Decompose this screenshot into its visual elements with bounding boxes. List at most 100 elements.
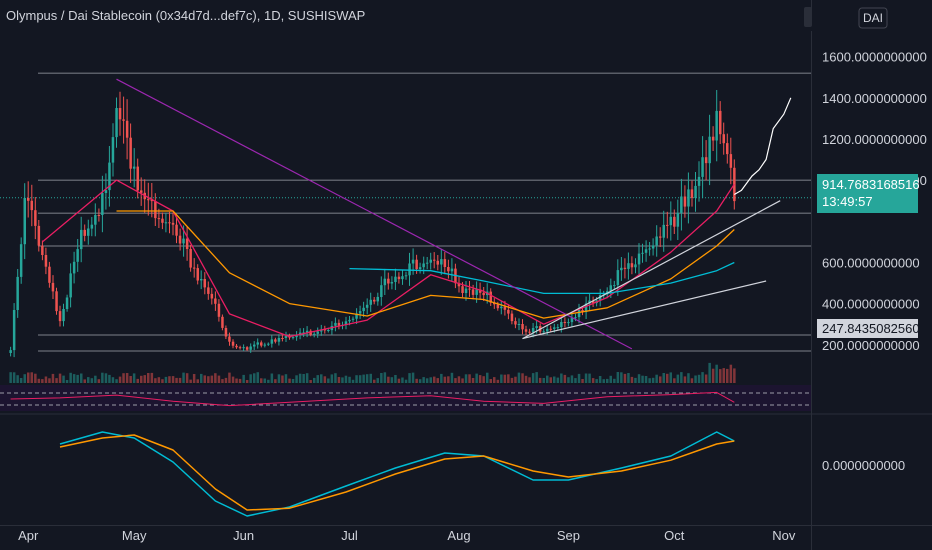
volume-bar bbox=[323, 376, 327, 383]
candle-body bbox=[224, 328, 228, 337]
candle-body bbox=[41, 245, 44, 255]
candle-body bbox=[461, 286, 464, 293]
candle-body bbox=[122, 119, 125, 121]
volume-bar bbox=[489, 379, 492, 383]
axis-scroll-handle[interactable] bbox=[804, 7, 812, 27]
volume-bar bbox=[263, 378, 266, 383]
candle-body bbox=[214, 298, 217, 304]
candle-body bbox=[154, 201, 157, 219]
volume-bar bbox=[606, 378, 609, 383]
candle-body bbox=[48, 266, 51, 283]
candle-body bbox=[380, 285, 383, 297]
volume-bar bbox=[369, 373, 372, 383]
candle-body bbox=[549, 328, 552, 330]
volume-bar bbox=[602, 379, 605, 383]
time-tick-label: May bbox=[122, 528, 147, 543]
price-tick-label: 1200.0000000000 bbox=[822, 132, 927, 147]
volume-bar bbox=[708, 362, 711, 383]
candle-body bbox=[666, 224, 669, 226]
volume-bar bbox=[397, 378, 401, 383]
candle-body bbox=[161, 218, 164, 223]
volume-bar bbox=[627, 373, 630, 383]
candle-body bbox=[104, 190, 108, 193]
price-tick-label: 200.0000000000 bbox=[822, 338, 920, 353]
volume-bar bbox=[411, 372, 415, 383]
volume-bar bbox=[87, 377, 90, 383]
volume-bar bbox=[351, 379, 355, 383]
level-price-tag bbox=[817, 319, 918, 338]
volume-bar bbox=[651, 377, 655, 383]
candle-body bbox=[62, 309, 65, 322]
volume-bar bbox=[224, 377, 228, 383]
volume-bar bbox=[581, 379, 584, 383]
candle-body bbox=[207, 287, 210, 294]
candle-body bbox=[9, 350, 12, 353]
volume-bar bbox=[715, 364, 718, 383]
candle-body bbox=[659, 236, 662, 238]
volume-bar bbox=[101, 372, 104, 383]
candle-body bbox=[394, 276, 397, 282]
volume-bar bbox=[305, 373, 309, 383]
volume-bar bbox=[320, 374, 323, 383]
candle-body bbox=[436, 260, 439, 265]
volume-bar bbox=[327, 378, 330, 383]
candle-body bbox=[500, 306, 503, 309]
volume-bar bbox=[143, 375, 146, 383]
candle-body bbox=[274, 339, 277, 342]
volume-bar bbox=[655, 374, 658, 383]
candle-body bbox=[521, 324, 524, 330]
volume-bar bbox=[584, 373, 588, 383]
volume-bar bbox=[27, 372, 30, 383]
volume-bar bbox=[302, 374, 305, 383]
candle-body bbox=[200, 279, 203, 281]
volume-bar bbox=[394, 375, 397, 383]
volume-bar bbox=[309, 380, 312, 383]
volume-bar bbox=[231, 376, 235, 383]
volume-bar bbox=[383, 372, 387, 383]
candle-body bbox=[651, 245, 655, 249]
candle-body bbox=[355, 313, 358, 319]
volume-bar bbox=[701, 372, 704, 383]
volume-bar bbox=[376, 378, 379, 383]
volume-bar bbox=[390, 377, 394, 383]
volume-bar bbox=[330, 374, 334, 383]
volume-bar bbox=[185, 373, 189, 383]
volume-bar bbox=[408, 373, 411, 383]
candle-body bbox=[157, 218, 161, 220]
currency-badge-label: DAI bbox=[863, 11, 883, 25]
candle-body bbox=[302, 332, 305, 334]
moving-average-line bbox=[116, 210, 735, 319]
volume-bar bbox=[55, 378, 58, 383]
oscillator-2-line bbox=[59, 431, 735, 517]
volume-bar bbox=[69, 372, 72, 383]
candle-body bbox=[168, 222, 171, 224]
candle-body bbox=[613, 285, 616, 287]
volume-bar bbox=[454, 378, 457, 383]
volume-bar bbox=[644, 376, 648, 383]
candle-body bbox=[630, 263, 634, 268]
candle-body bbox=[217, 303, 221, 317]
volume-bar bbox=[563, 374, 567, 383]
volume-bar bbox=[337, 377, 341, 383]
currency-badge[interactable] bbox=[858, 7, 888, 29]
level-price-value: 247.8435082560 bbox=[822, 321, 920, 336]
volume-bar bbox=[136, 378, 139, 383]
volume-bar bbox=[344, 375, 348, 383]
volume-bar bbox=[425, 378, 429, 383]
candle-body bbox=[708, 136, 711, 164]
candle-body bbox=[72, 261, 76, 274]
candle-body bbox=[531, 328, 535, 333]
volume-bar bbox=[623, 373, 627, 383]
volume-bar bbox=[514, 376, 517, 383]
candle-body bbox=[482, 292, 485, 296]
candle-body bbox=[90, 224, 94, 229]
volume-bar bbox=[274, 379, 277, 383]
volume-bar bbox=[659, 376, 662, 383]
candle-body bbox=[189, 249, 192, 268]
volume-bar bbox=[528, 377, 531, 383]
candle-body bbox=[722, 134, 725, 144]
volume-bar bbox=[634, 377, 637, 383]
volume-bar bbox=[683, 376, 687, 383]
volume-bar bbox=[242, 374, 245, 383]
